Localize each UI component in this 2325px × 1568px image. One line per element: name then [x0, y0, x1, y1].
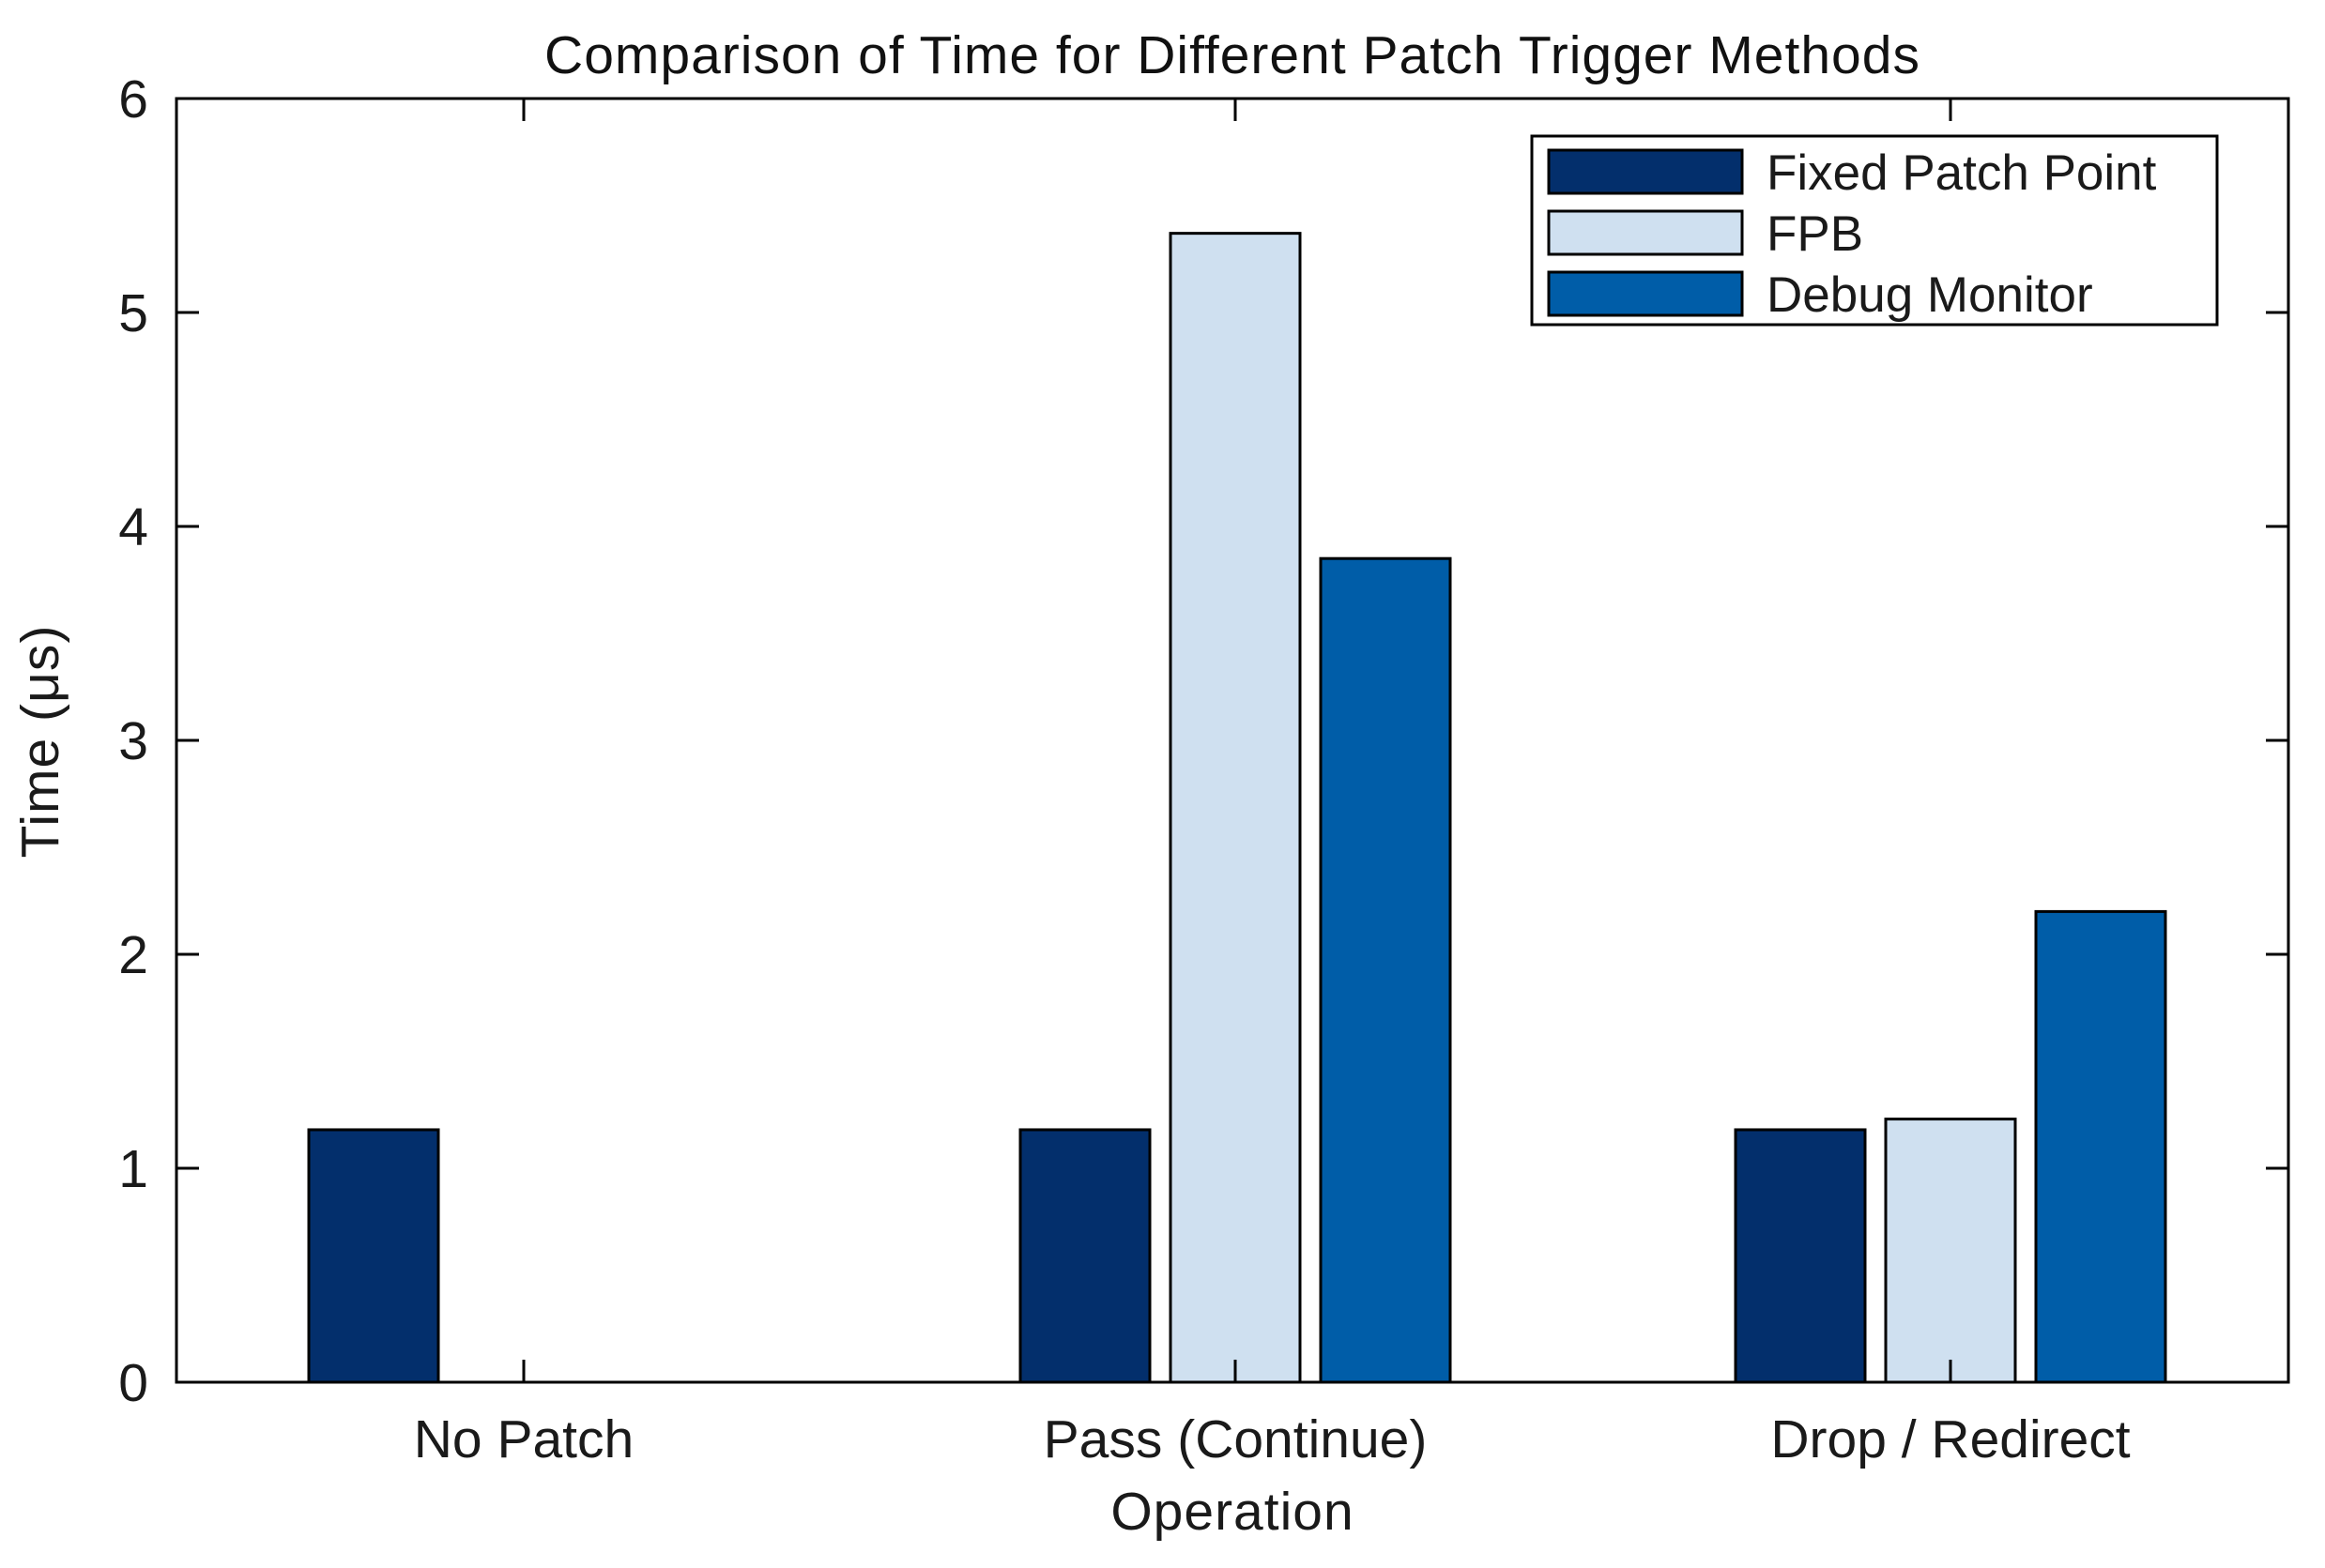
plot-area: 0 1 2 3 4 5 6 No Patch Pass (Continue) Drop / Red… — [118, 69, 2290, 1469]
x-tick-label: Drop / Redirect — [1770, 1409, 2130, 1469]
y-tick-label: 6 — [118, 69, 148, 129]
plot-box — [175, 97, 2290, 1384]
legend-label-1: FPB — [1767, 206, 1863, 262]
x-tick-label: No Patch — [414, 1409, 634, 1469]
legend-label-0: Fixed Patch Point — [1767, 145, 2157, 201]
bar-series0-cat0 — [307, 1128, 440, 1384]
legend-swatch-0 — [1547, 148, 1744, 195]
bar-series2-cat1 — [1319, 556, 1452, 1384]
x-tick-label: Pass (Continue) — [1044, 1409, 1428, 1469]
x-axis-label: Operation — [1110, 1482, 1354, 1542]
chart-title: Comparison of Time for Different Patch T… — [544, 25, 1920, 85]
bar-series1-cat2 — [1884, 1118, 2017, 1384]
bar-series1-cat1 — [1169, 232, 1302, 1384]
bar-series0-cat1 — [1018, 1128, 1152, 1384]
legend-swatch-1 — [1547, 209, 1744, 256]
y-tick-label: 0 — [118, 1353, 148, 1413]
bar-series2-cat2 — [2034, 909, 2167, 1384]
legend-swatch-2 — [1547, 270, 1744, 317]
bar-series0-cat2 — [1734, 1128, 1867, 1384]
y-tick-label: 4 — [118, 497, 148, 557]
y-tick-label: 1 — [118, 1139, 148, 1199]
legend-label-2: Debug Monitor — [1767, 267, 2093, 323]
y-tick-label: 3 — [118, 711, 148, 771]
y-tick-label: 5 — [118, 283, 148, 343]
y-tick-label: 2 — [118, 925, 148, 985]
y-axis-label: Time (μs) — [10, 625, 70, 859]
